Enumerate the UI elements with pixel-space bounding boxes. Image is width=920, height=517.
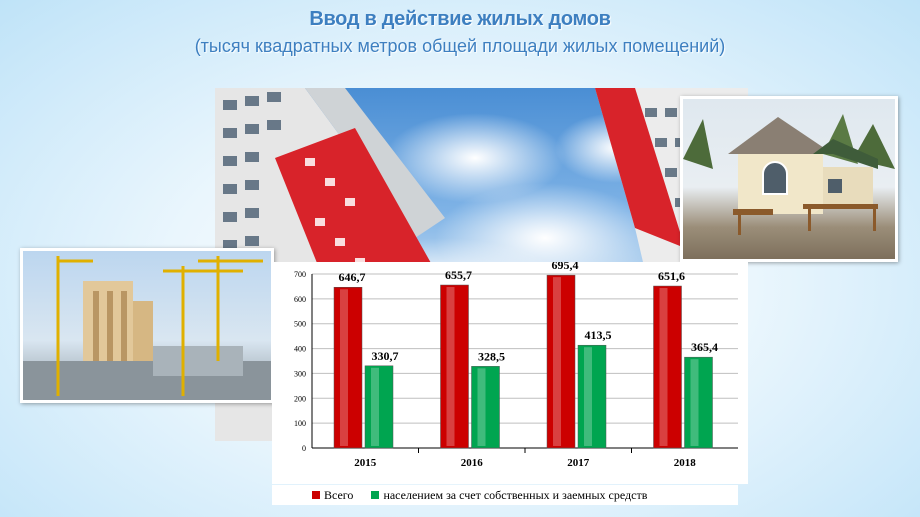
- y-tick-label: 100: [294, 419, 306, 428]
- data-label: 365,4: [691, 340, 718, 354]
- legend-item-series2: населением за счет собственных и заемных…: [371, 488, 647, 503]
- page-title: Ввод в действие жилых домов: [309, 8, 611, 30]
- data-label: 328,5: [478, 349, 505, 363]
- page-subtitle: (тысяч квадратных метров общей площади ж…: [194, 36, 726, 56]
- data-label: 695,4: [552, 262, 579, 272]
- bar-total-2018: [653, 285, 682, 449]
- bar-highlight: [690, 359, 699, 446]
- y-tick-label: 300: [294, 369, 306, 378]
- x-tick-label-2016: 2016: [461, 457, 484, 469]
- bar-population-2016: [471, 366, 500, 449]
- bar-highlight: [340, 289, 348, 446]
- data-label: 330,7: [372, 349, 399, 363]
- legend-label-series2: населением за счет собственных и заемных…: [383, 487, 648, 502]
- bar-highlight: [659, 288, 668, 446]
- construction-site-photo: [20, 248, 274, 403]
- bar-population-2015: [364, 365, 394, 449]
- y-tick-label: 0: [302, 444, 306, 453]
- legend-label-series1: Всего: [324, 487, 354, 502]
- bar-chart: 0 100 200 300 400 500 600 700 646,7 330,7 2015 655,…: [294, 258, 738, 469]
- legend-item-series1: Всего: [312, 488, 353, 503]
- bar-total-2016: [440, 284, 469, 449]
- data-label: 413,5: [585, 328, 612, 342]
- chart-legend: Всего населением за счет собственных и з…: [272, 485, 738, 505]
- bar-total-2015: [333, 286, 363, 449]
- x-tick-label-2015: 2015: [354, 457, 377, 469]
- bar-highlight: [477, 368, 486, 446]
- data-label: 655,7: [445, 268, 472, 282]
- data-label: 651,6: [658, 269, 685, 283]
- data-label: 646,7: [339, 270, 366, 284]
- legend-swatch-series2: [371, 491, 380, 499]
- chart-panel: 0 100 200 300 400 500 600 700 646,7 330,7 2015 655,…: [272, 258, 748, 484]
- y-tick-label: 200: [294, 394, 306, 403]
- y-tick-label: 400: [294, 345, 306, 354]
- x-tick-label-2017: 2017: [567, 457, 590, 469]
- bar-population-2017: [577, 344, 607, 449]
- bar-highlight: [553, 277, 561, 446]
- bar-highlight: [371, 367, 379, 446]
- y-tick-label: 600: [294, 295, 306, 304]
- legend-swatch-series1: [312, 491, 320, 499]
- x-tick-label-2018: 2018: [674, 457, 697, 469]
- bar-highlight: [584, 347, 592, 446]
- y-tick-label: 700: [294, 270, 306, 279]
- bar-total-2017: [546, 274, 576, 449]
- y-tick-label: 500: [294, 320, 306, 329]
- bar-highlight: [446, 287, 455, 446]
- bar-population-2018: [684, 356, 713, 449]
- cottage-photo: [680, 96, 898, 262]
